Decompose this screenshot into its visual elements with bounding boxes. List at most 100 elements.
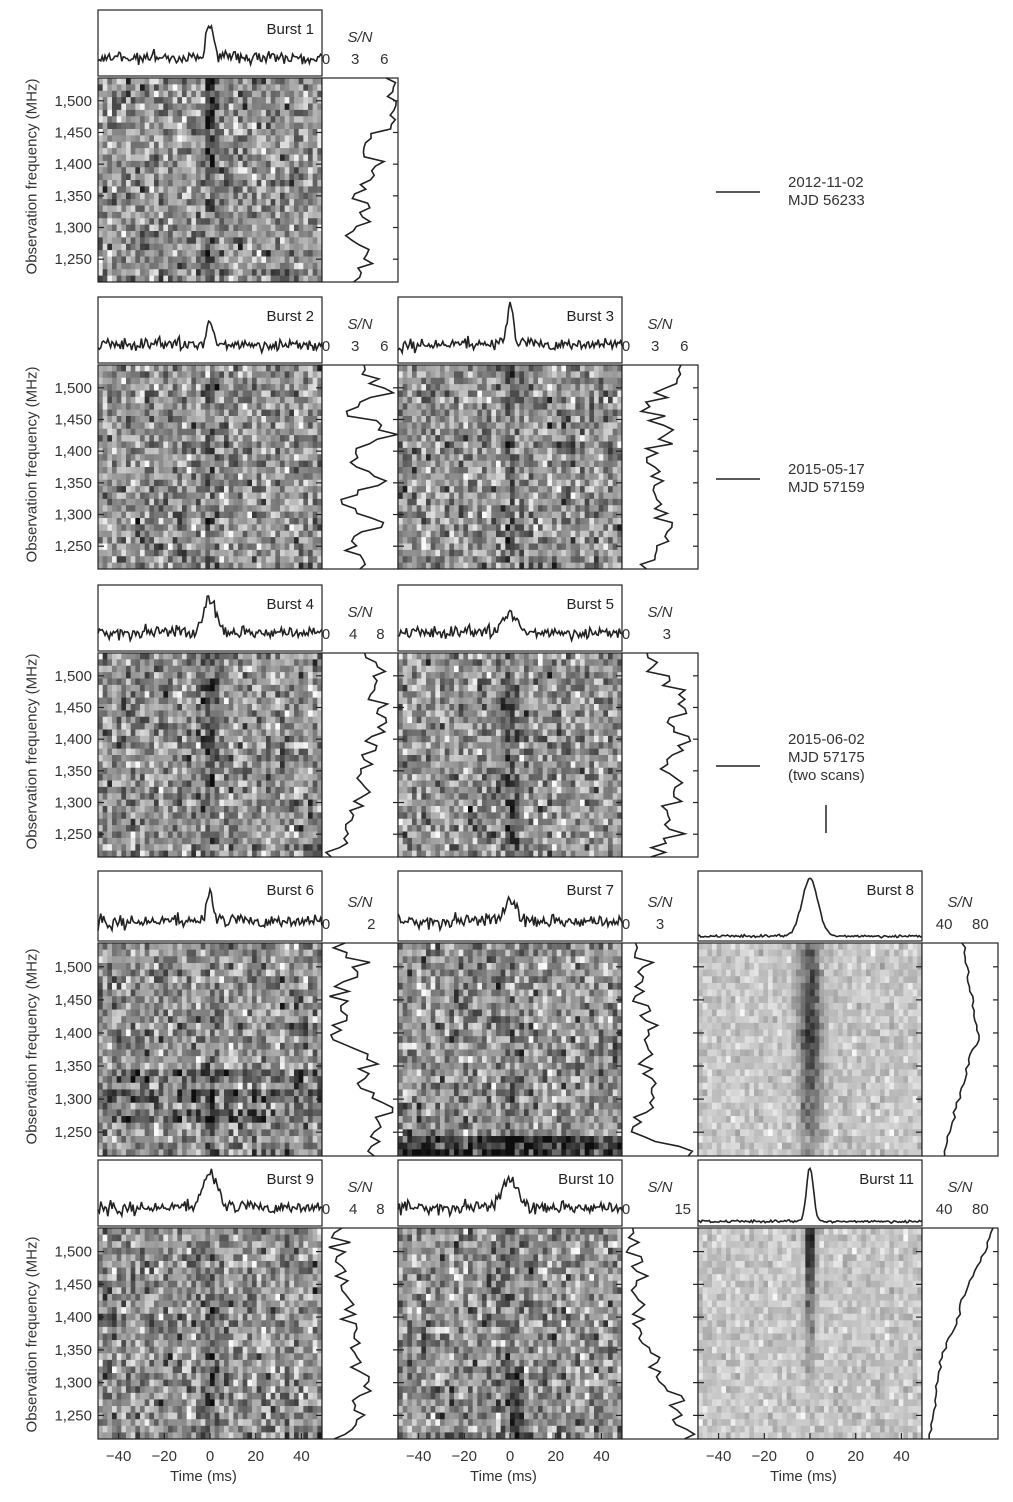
spectrum-cell bbox=[154, 78, 159, 85]
spectrum-cell bbox=[529, 422, 534, 429]
spectrum-cell bbox=[299, 410, 304, 417]
spectrum-cell bbox=[117, 550, 122, 557]
spectrum-cell bbox=[177, 550, 182, 557]
spectrum-cell bbox=[173, 679, 178, 686]
spectrum-cell bbox=[182, 467, 187, 474]
spectrum-cell bbox=[294, 161, 299, 168]
spectrum-cell bbox=[261, 161, 266, 168]
spectrum-cell bbox=[182, 237, 187, 244]
spectrum-cell bbox=[219, 397, 224, 404]
spectrum-cell bbox=[126, 524, 131, 531]
spectrum-cell bbox=[205, 467, 210, 474]
spectrum-cell bbox=[445, 499, 450, 506]
spectrum-cell bbox=[421, 486, 426, 493]
spectrum-cell bbox=[266, 410, 271, 417]
spectrum-cell bbox=[552, 442, 557, 449]
spectrum-cell bbox=[135, 231, 140, 238]
spectrum-cell bbox=[594, 371, 599, 378]
spectrum-cell bbox=[238, 78, 243, 85]
spectrum-cell bbox=[529, 378, 534, 385]
spectrum-cell bbox=[524, 524, 529, 531]
spectrum-cell bbox=[280, 276, 285, 283]
spectrum-cell bbox=[103, 429, 108, 436]
spectrum-cell bbox=[473, 397, 478, 404]
spectrum-cell bbox=[196, 685, 201, 692]
spectrum-cell bbox=[168, 199, 173, 206]
spectrum-cell bbox=[238, 493, 243, 500]
spectrum-cell bbox=[435, 454, 440, 461]
spectrum-cell bbox=[308, 544, 313, 551]
spectrum-cell bbox=[294, 78, 299, 85]
spectrum-cell bbox=[154, 499, 159, 506]
spectrum-cell bbox=[187, 155, 192, 162]
spectrum-cell bbox=[140, 257, 145, 264]
spectrum-cell bbox=[210, 135, 215, 142]
spectrum-cell bbox=[187, 505, 192, 512]
spectrum-cell bbox=[103, 442, 108, 449]
spectrum-cell bbox=[261, 537, 266, 544]
spectrum-cell bbox=[403, 461, 408, 468]
spectrum-cell bbox=[421, 435, 426, 442]
spectrum-cell bbox=[289, 442, 294, 449]
spectrum-cell bbox=[275, 454, 280, 461]
spectrum-cell bbox=[566, 518, 571, 525]
spectrum-cell bbox=[454, 461, 459, 468]
spectrum-cell bbox=[224, 454, 229, 461]
spectrum-cell bbox=[313, 84, 318, 91]
spectrum-cell bbox=[463, 518, 468, 525]
spectrum-cell bbox=[412, 397, 417, 404]
spectrum-cell bbox=[294, 524, 299, 531]
spectrum-cell bbox=[575, 505, 580, 512]
spectrum-cell bbox=[426, 378, 431, 385]
spectrum-cell bbox=[247, 250, 252, 257]
spectrum-cell bbox=[163, 448, 168, 455]
spectrum-cell bbox=[463, 505, 468, 512]
spectrum-cell bbox=[285, 454, 290, 461]
spectrum-cell bbox=[126, 116, 131, 123]
spectrum-cell bbox=[243, 257, 248, 264]
spectrum-cell bbox=[215, 679, 220, 686]
spectrum-cell bbox=[289, 679, 294, 686]
spectrum-cell bbox=[149, 218, 154, 225]
spectrum-cell bbox=[261, 218, 266, 225]
spectrum-cell bbox=[435, 365, 440, 372]
spectrum-cell bbox=[107, 225, 112, 232]
spectrum-cell bbox=[257, 365, 262, 372]
spectrum-cell bbox=[510, 416, 515, 423]
spectrum-cell bbox=[285, 161, 290, 168]
spectrum-cell bbox=[473, 505, 478, 512]
spectrum-cell bbox=[233, 461, 238, 468]
spectrum-cell bbox=[308, 524, 313, 531]
spectrum-cell bbox=[543, 403, 548, 410]
spectrum-cell bbox=[473, 403, 478, 410]
spectrum-cell bbox=[496, 403, 501, 410]
spectrum-cell bbox=[210, 84, 215, 91]
spectrum-cell bbox=[149, 659, 154, 666]
spectrum-cell bbox=[201, 493, 206, 500]
spectrum-cell bbox=[205, 250, 210, 257]
spectrum-cell bbox=[219, 435, 224, 442]
spectrum-cell bbox=[482, 410, 487, 417]
spectrum-cell bbox=[454, 473, 459, 480]
spectrum-cell bbox=[215, 480, 220, 487]
spectrum-cell bbox=[182, 422, 187, 429]
spectrum-cell bbox=[121, 174, 126, 181]
spectrum-cell bbox=[135, 422, 140, 429]
spectrum-cell bbox=[210, 403, 215, 410]
spectrum-cell bbox=[313, 556, 318, 563]
spectrum-cell bbox=[163, 537, 168, 544]
spectrum-cell bbox=[308, 206, 313, 213]
spectrum-cell bbox=[571, 391, 576, 398]
spectrum-cell bbox=[149, 493, 154, 500]
spectrum-cell bbox=[417, 397, 422, 404]
spectrum-cell bbox=[103, 174, 108, 181]
spectrum-cell bbox=[417, 537, 422, 544]
sn-tick-label: 3 bbox=[351, 338, 359, 355]
spectrum-cell bbox=[98, 378, 103, 385]
spectrum-cell bbox=[126, 206, 131, 213]
spectrum-cell bbox=[538, 442, 543, 449]
spectrum-cell bbox=[135, 155, 140, 162]
spectrum-cell bbox=[177, 531, 182, 538]
spectrum-cell bbox=[238, 263, 243, 270]
spectrum-cell bbox=[289, 269, 294, 276]
